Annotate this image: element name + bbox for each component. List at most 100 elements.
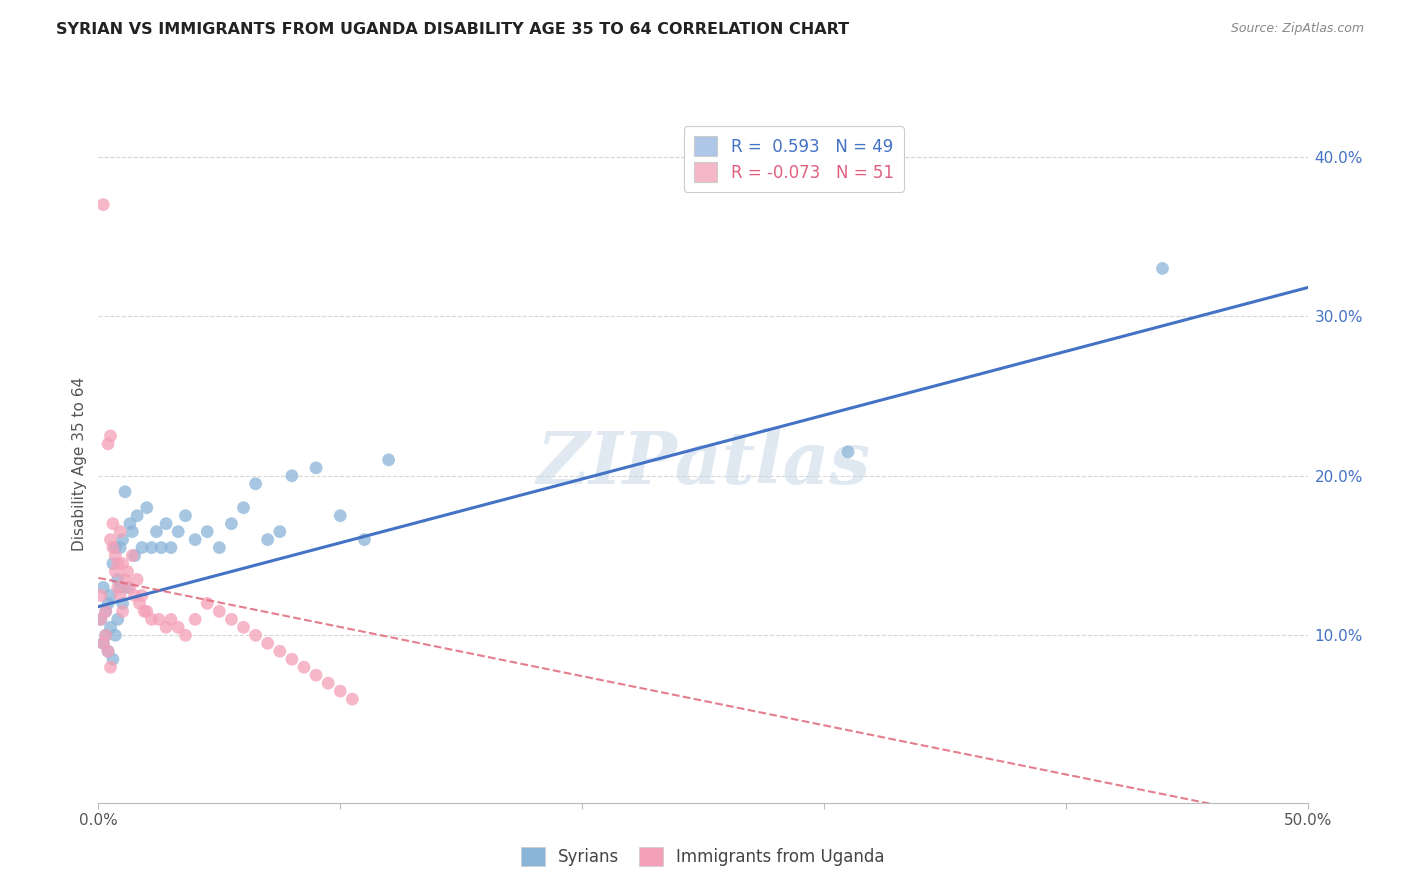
Point <box>124 589 146 603</box>
Point <box>100 660 122 674</box>
Legend: Syrians, Immigrants from Uganda: Syrians, Immigrants from Uganda <box>515 840 891 872</box>
Point <box>97 644 120 658</box>
Point <box>104 628 127 642</box>
Point <box>837 445 859 459</box>
Point <box>1152 261 1174 276</box>
Point <box>155 516 177 531</box>
Point <box>111 596 134 610</box>
Point <box>167 620 190 634</box>
Point <box>148 612 170 626</box>
Point <box>121 524 143 539</box>
Point <box>134 604 156 618</box>
Point <box>195 596 218 610</box>
Point <box>94 604 117 618</box>
Point <box>232 620 254 634</box>
Point <box>141 541 163 555</box>
Point <box>90 612 112 626</box>
Point <box>108 524 131 539</box>
Point <box>104 565 127 579</box>
Point <box>195 524 218 539</box>
Point <box>167 524 190 539</box>
Y-axis label: Disability Age 35 to 64: Disability Age 35 to 64 <box>72 376 87 551</box>
Point <box>305 668 328 682</box>
Point <box>111 557 134 571</box>
Point <box>145 524 167 539</box>
Point <box>353 533 375 547</box>
Point <box>104 541 127 555</box>
Point <box>184 612 207 626</box>
Point <box>269 524 291 539</box>
Point <box>208 541 231 555</box>
Point <box>128 596 150 610</box>
Point <box>91 581 114 595</box>
Point <box>101 541 124 555</box>
Point <box>94 604 117 618</box>
Point <box>329 684 352 698</box>
Point <box>100 620 122 634</box>
Point <box>121 549 143 563</box>
Point <box>127 573 149 587</box>
Point <box>118 516 141 531</box>
Point <box>107 557 129 571</box>
Point <box>245 628 267 642</box>
Point <box>108 589 131 603</box>
Point <box>101 516 124 531</box>
Point <box>118 581 141 595</box>
Text: SYRIAN VS IMMIGRANTS FROM UGANDA DISABILITY AGE 35 TO 64 CORRELATION CHART: SYRIAN VS IMMIGRANTS FROM UGANDA DISABIL… <box>56 22 849 37</box>
Point <box>124 549 146 563</box>
Point <box>101 652 124 666</box>
Point <box>91 636 114 650</box>
Point <box>232 500 254 515</box>
Point <box>107 612 129 626</box>
Point <box>292 660 315 674</box>
Point <box>281 652 304 666</box>
Point <box>184 533 207 547</box>
Point <box>111 604 134 618</box>
Point <box>135 500 157 515</box>
Point <box>150 541 173 555</box>
Point <box>269 644 291 658</box>
Point <box>256 636 278 650</box>
Point <box>221 516 243 531</box>
Point <box>90 612 112 626</box>
Point <box>100 429 122 443</box>
Point <box>108 581 131 595</box>
Point <box>160 541 183 555</box>
Point <box>141 612 163 626</box>
Point <box>108 541 131 555</box>
Point <box>104 549 127 563</box>
Point <box>101 557 124 571</box>
Point <box>94 628 117 642</box>
Point <box>305 460 328 475</box>
Point <box>208 604 231 618</box>
Point <box>94 628 117 642</box>
Point <box>174 628 197 642</box>
Point <box>160 612 183 626</box>
Point <box>97 437 120 451</box>
Point <box>117 581 139 595</box>
Point <box>114 484 136 499</box>
Point <box>131 541 153 555</box>
Point <box>155 620 177 634</box>
Point <box>90 589 112 603</box>
Point <box>107 573 129 587</box>
Point <box>256 533 278 547</box>
Point <box>114 573 136 587</box>
Point <box>316 676 339 690</box>
Point <box>127 508 149 523</box>
Point <box>97 644 120 658</box>
Point <box>174 508 197 523</box>
Point <box>111 533 134 547</box>
Point <box>245 476 267 491</box>
Point <box>91 197 114 211</box>
Point <box>97 596 120 610</box>
Text: ZIPatlas: ZIPatlas <box>536 428 870 500</box>
Point <box>100 533 122 547</box>
Point <box>91 636 114 650</box>
Point <box>281 468 304 483</box>
Point <box>107 581 129 595</box>
Point <box>131 589 153 603</box>
Point <box>221 612 243 626</box>
Text: Source: ZipAtlas.com: Source: ZipAtlas.com <box>1230 22 1364 36</box>
Point <box>135 604 157 618</box>
